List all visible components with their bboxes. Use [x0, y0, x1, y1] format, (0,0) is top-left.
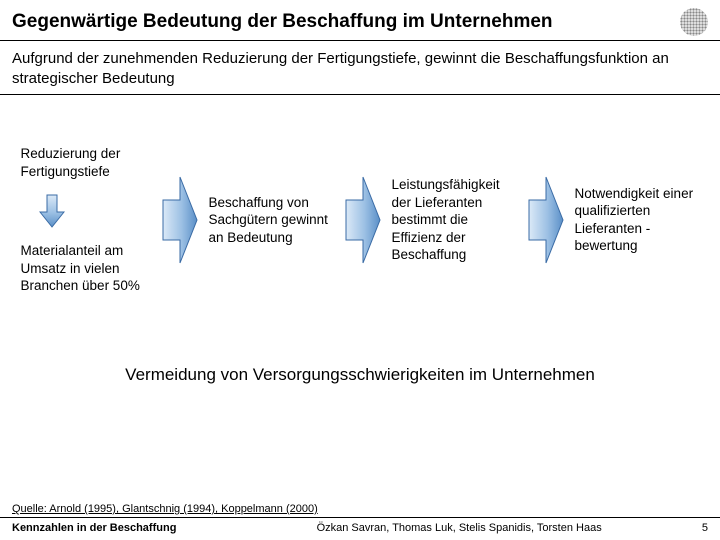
flow-block-1b: Materialanteil am Umsatz in vielen Branc… — [21, 242, 151, 295]
flow-column-1: Reduzierung der Fertigungstiefe Material… — [21, 145, 151, 295]
footer-bar: Kennzahlen in der Beschaffung Özkan Savr… — [0, 517, 720, 540]
footer-authors: Özkan Savran, Thomas Luk, Stelis Spanidi… — [176, 522, 701, 534]
arrow-down-icon — [39, 194, 65, 228]
source-citation: Quelle: Arnold (1995), Glantschnig (1994… — [0, 501, 720, 517]
footer-topic: Kennzahlen in der Beschaffung — [12, 522, 176, 534]
subtitle-text: Aufgrund der zunehmenden Reduzierung der… — [0, 41, 720, 94]
flow-column-4: Notwendigkeit einer qualifizierten Liefe… — [575, 185, 700, 255]
page-number: 5 — [702, 522, 708, 534]
footer: Quelle: Arnold (1995), Glantschnig (1994… — [0, 501, 720, 540]
flow-column-3: Leistungsfähigkeit der Lieferanten besti… — [392, 176, 517, 264]
arrow-right-icon — [162, 176, 198, 264]
conclusion-text: Vermeidung von Versorgungsschwierigkeite… — [0, 335, 720, 395]
title-bar: Gegenwärtige Bedeutung der Beschaffung i… — [0, 0, 720, 41]
arrow-right-icon — [345, 176, 381, 264]
flow-block-4: Notwendigkeit einer qualifizierten Liefe… — [575, 185, 700, 255]
flow-block-1a: Reduzierung der Fertigungstiefe — [21, 145, 151, 180]
flow-column-2: Beschaffung von Sachgütern gewinnt an Be… — [209, 194, 334, 247]
flow-block-3: Leistungsfähigkeit der Lieferanten besti… — [392, 176, 517, 264]
page-title: Gegenwärtige Bedeutung der Beschaffung i… — [12, 11, 553, 33]
flow-block-2: Beschaffung von Sachgütern gewinnt an Be… — [209, 194, 334, 247]
flow-diagram: Reduzierung der Fertigungstiefe Material… — [0, 95, 720, 335]
logo-icon — [680, 8, 708, 36]
down-arrow-wrap — [21, 194, 151, 228]
arrow-right-icon — [528, 176, 564, 264]
